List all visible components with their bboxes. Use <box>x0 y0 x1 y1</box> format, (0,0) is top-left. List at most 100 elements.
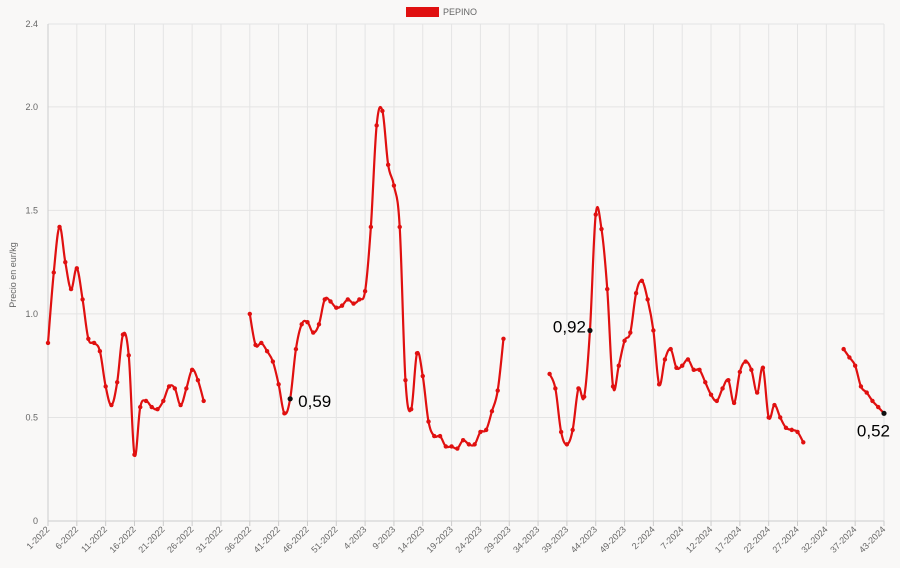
data-point <box>801 440 806 445</box>
data-point <box>270 359 276 364</box>
series-line-segment <box>248 105 505 450</box>
data-point <box>385 162 391 168</box>
data-point <box>397 224 402 230</box>
data-point <box>345 297 351 302</box>
data-point <box>305 320 310 325</box>
x-tick-label: 27-2024 <box>771 524 801 554</box>
x-axis: 1-2022 6-202211-202216-202221-202226-2022… <box>25 520 887 555</box>
data-point <box>656 382 662 387</box>
x-tick-label: 12-2024 <box>684 524 714 554</box>
data-point <box>466 442 472 447</box>
x-tick-label: 39-2023 <box>540 524 570 554</box>
data-point <box>247 311 252 317</box>
data-point <box>483 427 489 433</box>
legend[interactable]: PEPINO <box>406 7 477 17</box>
data-point <box>276 382 281 387</box>
annotation-label: 0,92 <box>553 317 586 336</box>
data-point <box>564 442 570 447</box>
data-point <box>322 297 327 302</box>
data-point <box>581 394 587 399</box>
x-tick-label: 4-2023 <box>342 524 369 551</box>
data-point <box>553 386 558 391</box>
data-point <box>155 406 160 412</box>
y-axis-label: Precio en eur/kg <box>8 242 18 308</box>
data-point <box>184 386 189 391</box>
data-point <box>668 346 673 352</box>
data-point <box>426 419 431 424</box>
data-point <box>731 400 737 406</box>
data-point <box>558 429 564 435</box>
x-tick-label: 24-2023 <box>453 524 483 554</box>
data-point <box>570 427 575 433</box>
data-point <box>339 303 345 308</box>
data-point <box>316 322 322 327</box>
legend-label-pepino[interactable]: PEPINO <box>443 7 477 17</box>
data-point <box>495 388 500 393</box>
annotation-point <box>287 396 293 402</box>
series-line-segment <box>548 206 805 446</box>
data-point <box>80 297 85 302</box>
data-point <box>841 346 846 352</box>
x-tick-label: 31-2022 <box>194 524 224 554</box>
data-point <box>91 340 97 346</box>
data-point <box>368 224 374 230</box>
data-point <box>852 363 858 368</box>
data-point <box>864 390 869 395</box>
data-point <box>103 384 108 389</box>
data-point <box>264 348 270 354</box>
x-tick-label: 26-2022 <box>165 524 195 554</box>
data-point <box>783 425 789 431</box>
data-point <box>149 404 154 410</box>
x-tick-label: 2-2024 <box>630 524 657 551</box>
data-point <box>639 278 645 283</box>
x-tick-label: 34-2023 <box>511 524 541 554</box>
data-point <box>189 367 195 373</box>
data-point <box>282 411 287 416</box>
y-tick-label: 2.4 <box>25 19 38 29</box>
data-point <box>114 380 120 385</box>
annotation-label: 0,52 <box>857 421 890 440</box>
data-point <box>334 305 339 310</box>
series-line-segment <box>46 225 205 457</box>
data-point <box>351 301 356 306</box>
data-point <box>86 336 91 341</box>
data-point <box>795 429 800 435</box>
data-point <box>478 429 483 435</box>
data-point <box>299 322 304 327</box>
x-tick-label: 19-2023 <box>425 524 455 554</box>
x-tick-label: 44-2023 <box>569 524 599 554</box>
data-point <box>449 444 454 449</box>
data-point <box>691 367 696 373</box>
data-point <box>259 340 264 346</box>
x-tick-label: 17-2024 <box>713 524 743 554</box>
data-point <box>126 353 131 358</box>
data-point <box>109 402 114 408</box>
data-point <box>414 351 420 356</box>
data-point <box>97 348 103 354</box>
data-point <box>432 433 437 439</box>
data-point <box>876 404 881 410</box>
data-point <box>766 415 771 420</box>
x-tick-label: 11-2022 <box>79 524 109 554</box>
y-tick-label: 1.0 <box>25 309 38 319</box>
data-point <box>680 363 685 368</box>
data-point <box>311 330 316 335</box>
data-point <box>178 402 183 408</box>
legend-swatch-pepino[interactable] <box>406 7 439 17</box>
data-point <box>754 390 760 395</box>
data-point <box>74 266 80 271</box>
data-point <box>772 402 777 408</box>
x-tick-label: 1-2022 <box>25 524 52 551</box>
data-point <box>599 226 604 232</box>
data-point <box>143 398 149 404</box>
data-point <box>409 406 414 412</box>
data-point <box>328 299 333 304</box>
data-point <box>489 409 495 414</box>
x-tick-label: 49-2023 <box>598 524 628 554</box>
data-point <box>68 286 74 292</box>
data-point <box>847 355 852 360</box>
data-point <box>726 377 731 383</box>
data-point <box>132 452 137 457</box>
data-point <box>380 108 385 114</box>
